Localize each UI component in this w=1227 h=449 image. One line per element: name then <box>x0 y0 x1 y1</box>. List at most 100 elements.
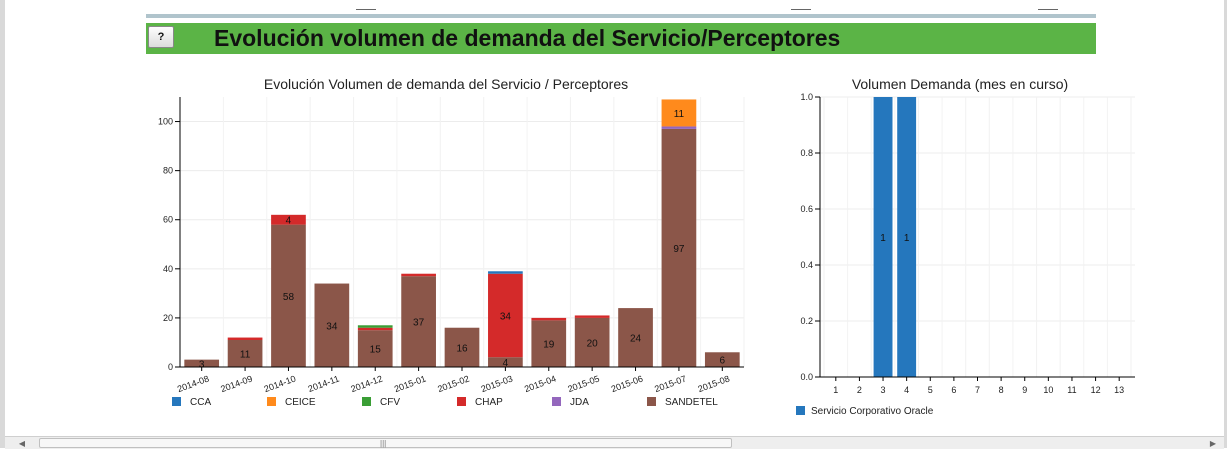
help-button[interactable]: ? <box>148 26 174 48</box>
data-label: 1 <box>904 233 910 244</box>
bar-segment <box>401 276 436 367</box>
scroll-left-icon[interactable]: ◀ <box>18 438 26 448</box>
y-tick-label: 60 <box>163 215 173 225</box>
bar <box>897 97 917 377</box>
bar-segment <box>184 359 220 367</box>
x-tick-label: 8 <box>999 385 1004 395</box>
bar-segment <box>357 327 393 331</box>
x-tick-label: 2015-01 <box>393 373 427 394</box>
top-rule <box>146 14 1096 18</box>
bar-segment <box>488 271 523 274</box>
legend-label: CFV <box>380 397 400 408</box>
x-tick-label: 2015-08 <box>697 373 731 394</box>
y-tick-label: 0.2 <box>800 316 813 326</box>
data-label: 58 <box>283 292 295 303</box>
bar <box>873 97 893 377</box>
bar-segment <box>357 330 393 367</box>
bar-segment <box>661 126 697 129</box>
y-tick-label: 0.6 <box>800 204 813 214</box>
legend-label: Servicio Corporativo Oracle <box>811 406 934 417</box>
top-divider-dash <box>356 9 376 10</box>
data-label: 4 <box>286 216 292 227</box>
x-tick-label: 2015-06 <box>610 373 644 394</box>
bar-segment <box>531 320 567 367</box>
bar-segment <box>661 99 697 127</box>
data-label: 37 <box>413 318 425 329</box>
bar-segment <box>314 283 350 367</box>
chart-title: Evolución Volumen de demanda del Servici… <box>264 76 628 92</box>
bar-segment <box>271 224 306 367</box>
legend-label: CEICE <box>285 397 316 408</box>
data-label: 20 <box>587 338 599 349</box>
demand-evolution-chart: Evolución Volumen de demanda del Servici… <box>158 76 745 408</box>
y-tick-label: 100 <box>158 117 173 127</box>
bar-segment <box>401 273 436 277</box>
x-tick-label: 2015-02 <box>436 373 470 394</box>
bar-segment <box>227 340 263 367</box>
bar-segment <box>444 327 480 367</box>
data-label: 11 <box>674 109 685 120</box>
bar-segment <box>574 317 610 367</box>
y-tick-label: 1.0 <box>800 92 813 102</box>
data-label: 15 <box>370 345 382 356</box>
legend-swatch <box>647 397 656 406</box>
x-tick-label: 4 <box>904 385 909 395</box>
bar-segment <box>661 128 697 367</box>
bar-segment <box>271 214 306 225</box>
scroll-right-icon[interactable]: ▶ <box>1209 438 1217 448</box>
x-tick-label: 7 <box>975 385 980 395</box>
x-tick-label: 2 <box>857 385 862 395</box>
page-header: ? Evolución volumen de demanda del Servi… <box>146 23 1096 54</box>
x-tick-label: 9 <box>1022 385 1027 395</box>
legend-label: CHAP <box>475 397 503 408</box>
x-tick-label: 11 <box>1067 385 1076 395</box>
x-tick-label: 2015-04 <box>523 373 557 394</box>
legend-swatch <box>362 397 371 406</box>
data-label: 24 <box>630 334 642 345</box>
data-label: 19 <box>543 340 555 351</box>
x-tick-label: 3 <box>881 385 886 395</box>
legend-swatch <box>552 397 561 406</box>
data-label: 34 <box>326 321 338 332</box>
data-label: 97 <box>673 244 685 255</box>
x-tick-label: 2014-08 <box>176 373 210 394</box>
y-tick-label: 40 <box>163 264 173 274</box>
x-tick-label: 12 <box>1091 385 1101 395</box>
window-right-border <box>1224 0 1227 448</box>
x-tick-label: 2014-10 <box>263 373 297 394</box>
bar-segment <box>618 308 653 367</box>
chart-title: Volumen Demanda (mes en curso) <box>852 76 1068 92</box>
y-tick-label: 0.4 <box>800 260 813 270</box>
legend-swatch <box>457 397 466 406</box>
scrollbar-thumb[interactable]: ||| <box>39 438 732 448</box>
x-tick-label: 2014-11 <box>307 373 341 393</box>
data-label: 16 <box>456 343 468 354</box>
bar-segment <box>704 352 740 367</box>
bar-segment <box>488 357 523 367</box>
x-tick-label: 1 <box>833 385 838 395</box>
grip-icon: ||| <box>380 439 387 448</box>
page-title: Evolución volumen de demanda del Servici… <box>214 25 841 51</box>
data-label: 6 <box>720 356 726 367</box>
legend-label: JDA <box>570 397 589 408</box>
horizontal-scrollbar[interactable]: ◀ ||| ▶ <box>5 436 1224 449</box>
y-tick-label: 80 <box>163 166 173 176</box>
data-label: 3 <box>199 359 205 370</box>
legend-swatch <box>172 397 181 406</box>
x-tick-label: 6 <box>951 385 956 395</box>
y-tick-label: 0 <box>168 362 173 372</box>
bar-segment <box>357 325 393 328</box>
y-tick-label: 20 <box>163 313 173 323</box>
x-tick-label: 2015-05 <box>566 373 600 394</box>
x-tick-label: 13 <box>1114 385 1124 395</box>
bar-segment <box>574 315 610 318</box>
data-label: 1 <box>880 233 886 244</box>
legend-label: CCA <box>190 397 211 408</box>
x-tick-label: 5 <box>928 385 933 395</box>
legend-swatch <box>267 397 276 406</box>
y-tick-label: 0.8 <box>800 148 813 158</box>
bar-segment <box>531 317 567 321</box>
x-tick-label: 2014-12 <box>349 373 383 394</box>
legend-label: SANDETEL <box>665 397 718 408</box>
